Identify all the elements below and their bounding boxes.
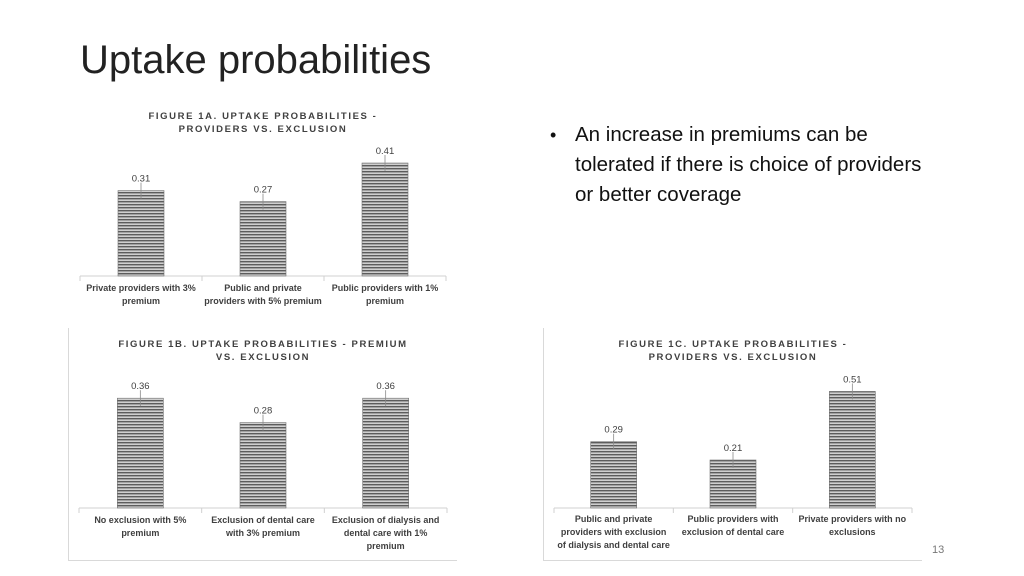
bar	[361, 162, 409, 277]
x-tick-label: Public providers with exclusion of denta…	[681, 514, 785, 537]
slide-title: Uptake probabilities	[80, 38, 432, 82]
bar	[117, 190, 165, 277]
chart-svg: 0.29 0.21 0.51	[553, 374, 913, 513]
x-tick-label: Public providers with 1% premium	[331, 283, 439, 306]
data-label: 0.41	[376, 146, 395, 157]
bar	[117, 397, 164, 509]
chart-title: FIGURE 1A. UPTAKE PROBABILITIES - PROVID…	[148, 111, 378, 135]
data-label: 0.27	[254, 185, 273, 196]
bullet-list: • An increase in premiums can be tolerat…	[550, 120, 930, 210]
bar	[590, 441, 637, 509]
data-label: 0.29	[604, 425, 623, 436]
x-tick-label: Exclusion of dental care with 3% premium	[211, 515, 315, 538]
bar	[829, 391, 876, 509]
bullet-dot-icon: •	[550, 125, 557, 145]
bullet-text: An increase in premiums can be tolerated…	[575, 123, 922, 206]
page-number: 13	[932, 544, 945, 556]
bar	[709, 459, 757, 509]
x-tick-label: No exclusion with 5% premium	[94, 515, 187, 538]
data-label: 0.36	[376, 381, 395, 392]
figure-1a-chart: FIGURE 1A. UPTAKE PROBABILITIES - PROVID…	[79, 108, 447, 324]
x-tick-label: Public and private providers with exclus…	[557, 514, 670, 550]
bar	[239, 201, 287, 277]
figure-1b-chart: FIGURE 1B. UPTAKE PROBABILITIES - PREMIU…	[68, 328, 457, 561]
data-label: 0.51	[843, 374, 862, 385]
data-label: 0.36	[131, 381, 150, 392]
bar	[239, 422, 287, 509]
x-tick-label: Public and private providers with 5% pre…	[204, 283, 322, 306]
chart-svg: 0.36 0.28 0.36	[78, 381, 448, 513]
chart-svg: 0.31 0.27 0.41	[79, 146, 447, 281]
x-tick-label: Exclusion of dialysis and dental care wi…	[331, 515, 440, 551]
bar	[362, 397, 409, 509]
data-label: 0.31	[132, 174, 151, 185]
chart-title: FIGURE 1C. UPTAKE PROBABILITIES - PROVID…	[618, 339, 848, 363]
data-label: 0.28	[254, 406, 273, 417]
figure-1c-chart: FIGURE 1C. UPTAKE PROBABILITIES - PROVID…	[543, 328, 922, 561]
x-tick-label: Private providers with 3% premium	[86, 283, 196, 306]
chart-title: FIGURE 1B. UPTAKE PROBABILITIES - PREMIU…	[118, 339, 408, 363]
x-tick-label: Private providers with no exclusions	[798, 514, 907, 537]
data-label: 0.21	[724, 443, 743, 454]
